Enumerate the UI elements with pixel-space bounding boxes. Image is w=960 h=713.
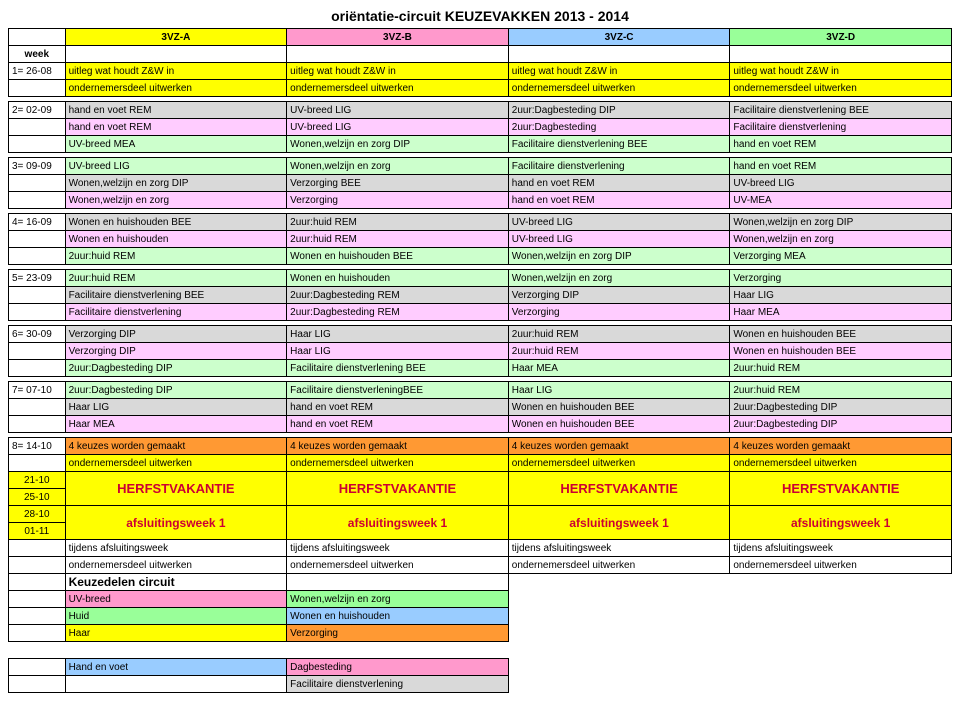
afsluit-row: 28-10 afsluitingsweek 1 afsluitingsweek …: [9, 506, 952, 523]
header-row: 3VZ-A 3VZ-B 3VZ-C 3VZ-D: [9, 29, 952, 46]
table-row: hand en voet REM UV-breed LIG 2uur:Dagbe…: [9, 119, 952, 136]
week-2: 2= 02-09: [9, 102, 66, 119]
table-row: UV-breed MEA Wonen,welzijn en zorg DIP F…: [9, 136, 952, 153]
col-c: 3VZ-C: [508, 29, 730, 46]
page-title: oriëntatie-circuit KEUZEVAKKEN 2013 - 20…: [8, 8, 952, 24]
week-label: week: [9, 46, 66, 63]
week-8: 8= 14-10: [9, 438, 66, 455]
week-7: 7= 07-10: [9, 382, 66, 399]
schedule-table: 3VZ-A 3VZ-B 3VZ-C 3VZ-D week 1= 26-08 ui…: [8, 28, 952, 693]
table-row: 1= 26-08 uitleg wat houdt Z&W in uitleg …: [9, 63, 952, 80]
week-5: 5= 23-09: [9, 270, 66, 287]
week-1: 1= 26-08: [9, 63, 66, 80]
week-3: 3= 09-09: [9, 158, 66, 175]
herfst-row: 21-10 HERFSTVAKANTIE HERFSTVAKANTIE HERF…: [9, 472, 952, 489]
col-a: 3VZ-A: [65, 29, 287, 46]
col-b: 3VZ-B: [287, 29, 509, 46]
col-d: 3VZ-D: [730, 29, 952, 46]
table-row: ondernemersdeel uitwerken ondernemersdee…: [9, 80, 952, 97]
keuzedelen-title: Keuzedelen circuit: [65, 574, 287, 591]
week-6: 6= 30-09: [9, 326, 66, 343]
week-4: 4= 16-09: [9, 214, 66, 231]
table-row: 2= 02-09 hand en voet REM UV-breed LIG 2…: [9, 102, 952, 119]
